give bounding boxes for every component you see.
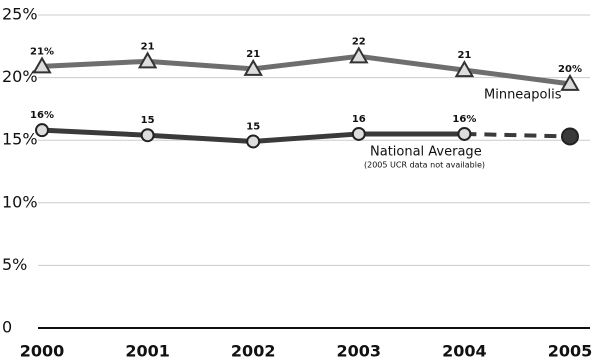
marker (137, 51, 158, 69)
value-label: 21% (30, 46, 54, 57)
value-label: 20% (558, 64, 582, 75)
marker (35, 123, 49, 138)
line (41, 53, 571, 87)
x-tick-label: 2002 (231, 342, 276, 361)
x-tick-label: 2000 (20, 342, 65, 361)
marker (349, 46, 369, 64)
value-label: 16% (30, 110, 54, 121)
marker (140, 128, 155, 143)
marker (351, 126, 366, 141)
y-tick-label: 20% (2, 67, 38, 86)
value-label: 15 (141, 115, 155, 126)
marker (560, 73, 580, 91)
x-tick-label: 2004 (442, 342, 487, 361)
marker (454, 60, 475, 78)
y-tick-label: 5% (2, 255, 27, 274)
value-label: 21 (141, 41, 155, 52)
y-tick-label: 0 (2, 318, 12, 337)
series-label: National Average (370, 145, 482, 160)
value-label: 16 (352, 114, 366, 125)
x-tick-label: 2005 (548, 342, 593, 361)
marker (246, 134, 261, 149)
value-label: 15 (246, 121, 260, 132)
marker (32, 56, 52, 74)
x-tick-label: 2001 (125, 342, 170, 361)
y-tick-label: 15% (2, 130, 38, 149)
marker (457, 126, 472, 141)
x-tick-label: 2003 (337, 342, 382, 361)
marker (243, 58, 263, 76)
series-label: Minneapolis (484, 88, 562, 103)
value-label: 22 (352, 36, 366, 47)
annotation: (2005 UCR data not available) (364, 161, 485, 170)
marker (561, 127, 579, 146)
value-label: 21 (457, 50, 471, 61)
value-label: 21 (246, 49, 260, 60)
value-label: 16% (452, 114, 476, 125)
y-tick-label: 10% (2, 192, 38, 211)
y-tick-label: 25% (2, 5, 38, 24)
dashed-line (464, 131, 571, 139)
